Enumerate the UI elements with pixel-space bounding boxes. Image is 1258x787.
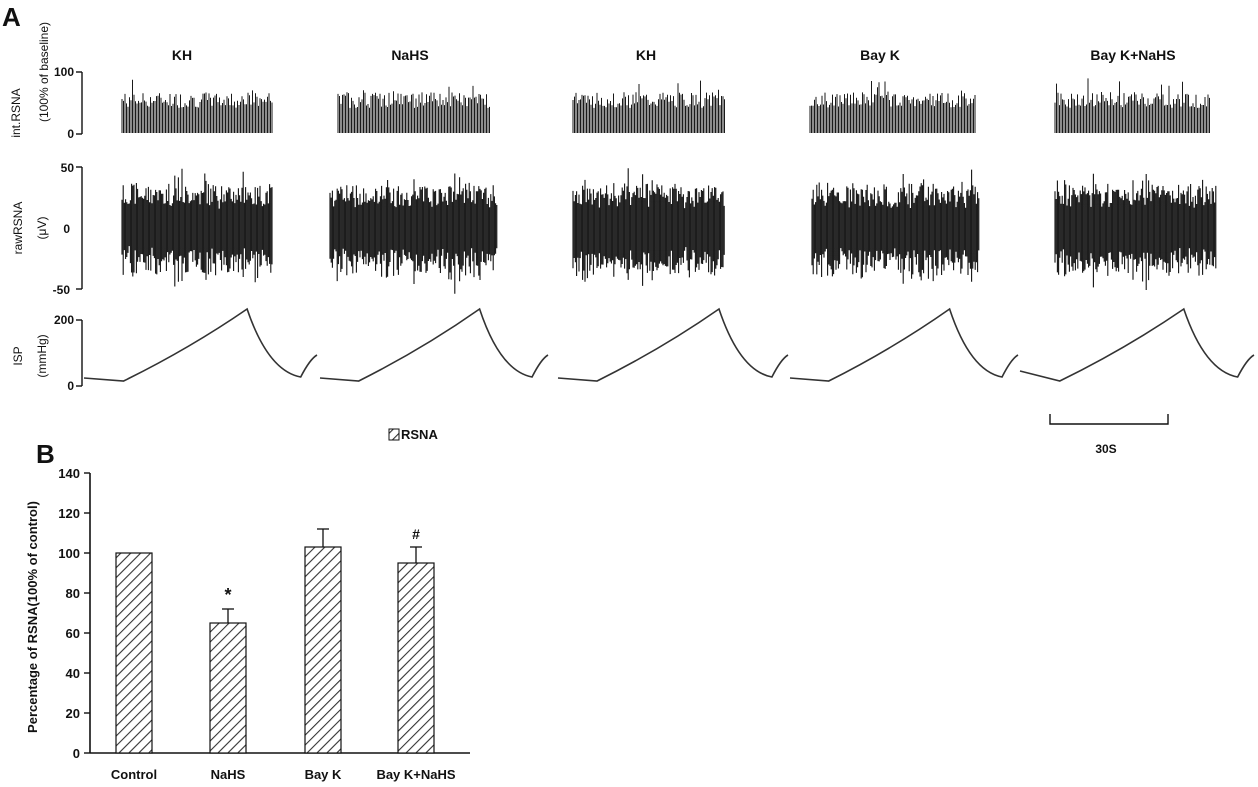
condition-labels: KH NaHS KH Bay K Bay K+NaHS <box>172 47 1176 63</box>
y-tick-label: 40 <box>66 666 80 681</box>
isp-tick: 200 <box>54 313 74 327</box>
panel-b-label: B <box>36 439 55 469</box>
int-rsna-trace <box>572 80 725 133</box>
isp-trace <box>789 307 1019 382</box>
raw-rsna-axis: rawRSNA (μV) 50 0 -50 <box>11 161 83 297</box>
x-category-label: NaHS <box>211 767 246 782</box>
condition-label: KH <box>636 47 656 63</box>
int-rsna-axis: int.RSNA (100% of baseline) 100 0 <box>9 22 83 141</box>
y-tick-label: 120 <box>58 506 80 521</box>
isp-trace <box>83 307 318 382</box>
raw-rsna-ylabel-unit: (μV) <box>35 217 49 240</box>
isp-axis: ISP (mmHg) 200 0 <box>11 313 83 393</box>
raw-rsna-trace <box>1054 173 1217 290</box>
legend: RSNA <box>388 427 438 442</box>
x-category-label: Bay K <box>305 767 342 782</box>
int-rsna-ylabel: int.RSNA <box>9 88 23 137</box>
bar <box>209 622 247 754</box>
raw-rsna-trace <box>811 169 980 284</box>
raw-rsna-tick: -50 <box>53 283 71 297</box>
isp-ylabel: ISP <box>11 346 25 365</box>
x-category-label: Control <box>111 767 157 782</box>
x-category-label: Bay K+NaHS <box>376 767 455 782</box>
raw-rsna-tick: 0 <box>63 222 70 236</box>
significance-marker: # <box>412 526 420 542</box>
condition-label: Bay K+NaHS <box>1090 47 1175 63</box>
raw-rsna-ylabel: rawRSNA <box>11 202 25 255</box>
int-rsna-trace <box>809 81 976 133</box>
y-tick-label: 20 <box>66 706 80 721</box>
isp-trace <box>1019 307 1255 382</box>
y-tick-label: 0 <box>73 746 80 761</box>
int-rsna-trace <box>337 85 490 133</box>
significance-marker: * <box>224 585 231 605</box>
isp-tick: 0 <box>67 379 74 393</box>
y-tick-label: 80 <box>66 586 80 601</box>
bar <box>397 562 435 754</box>
bar <box>115 552 153 754</box>
bar-chart-ylabel: Percentage of RSNA(100% of control) <box>25 501 40 733</box>
isp-ylabel-unit: (mmHg) <box>35 334 49 377</box>
int-rsna-tick: 100 <box>54 65 74 79</box>
bar <box>304 546 342 754</box>
int-rsna-trace <box>121 79 273 133</box>
raw-rsna-tick: 50 <box>61 161 75 175</box>
panel-a-label: A <box>2 2 21 32</box>
y-tick-label: 140 <box>58 466 80 481</box>
bar-chart: 0 20 40 60 80 100 120 140 Control * NaHS Bay K # Bay … <box>58 466 470 782</box>
raw-rsna-trace <box>572 168 725 286</box>
condition-label: NaHS <box>391 47 428 63</box>
int-rsna-ylabel-unit: (100% of baseline) <box>37 22 51 122</box>
raw-rsna-trace <box>329 173 498 294</box>
y-tick-label: 100 <box>58 546 80 561</box>
isp-trace <box>319 307 549 382</box>
condition-label: KH <box>172 47 192 63</box>
int-rsna-trace <box>1054 78 1210 133</box>
raw-rsna-trace <box>121 168 273 287</box>
scale-bar-label: 30S <box>1095 442 1116 456</box>
isp-trace <box>557 307 789 382</box>
condition-label: Bay K <box>860 47 900 63</box>
legend-swatch <box>388 428 400 441</box>
int-rsna-tick: 0 <box>67 127 74 141</box>
y-tick-label: 60 <box>66 626 80 641</box>
recording-traces <box>83 78 1255 382</box>
legend-label: RSNA <box>401 427 438 442</box>
time-scale-bar: 30S <box>1049 414 1169 456</box>
